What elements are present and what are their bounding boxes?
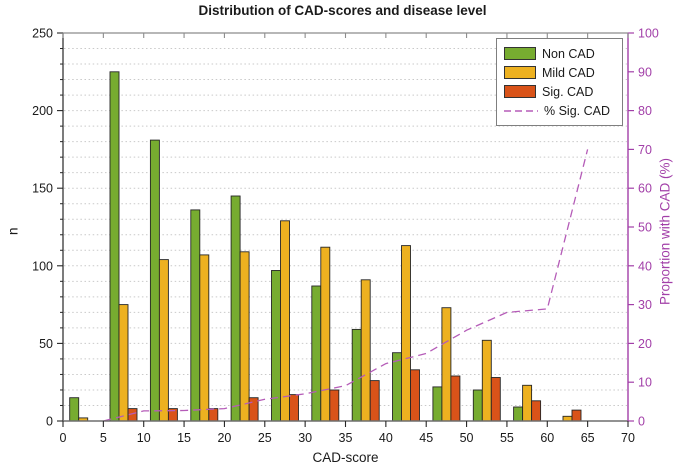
y-tick-label-left: 50 xyxy=(39,337,53,351)
x-tick-label: 30 xyxy=(298,431,312,445)
x-tick-label: 15 xyxy=(177,431,191,445)
bar-sig-cad xyxy=(571,409,582,422)
x-tick-label: 50 xyxy=(460,431,474,445)
legend-label: Non CAD xyxy=(542,46,595,61)
x-tick-label: 35 xyxy=(339,431,353,445)
bar-non-cad xyxy=(190,209,201,422)
x-tick-label: 10 xyxy=(137,431,151,445)
bar-mild-cad xyxy=(441,307,452,422)
bar-sig-cad xyxy=(208,408,219,422)
bar-sig-cad xyxy=(248,397,259,422)
bar-non-cad xyxy=(392,352,402,422)
bar-non-cad xyxy=(311,285,322,422)
y-tick-label-right: 10 xyxy=(638,376,652,390)
y-tick-label-left: 200 xyxy=(32,104,53,118)
legend-label: Mild CAD xyxy=(542,65,595,80)
bar-sig-cad xyxy=(410,369,420,422)
y-tick-label-right: 90 xyxy=(638,65,652,79)
y-tick-label-right: 100 xyxy=(638,27,659,41)
bar-mild-cad xyxy=(562,415,573,422)
bar-mild-cad xyxy=(320,246,331,422)
bar-mild-cad xyxy=(360,279,371,422)
bar-mild-cad xyxy=(118,304,129,422)
bar-non-cad xyxy=(109,71,120,422)
x-axis-label: CAD-score xyxy=(312,450,379,465)
x-tick-label: 65 xyxy=(581,431,595,445)
legend-swatch xyxy=(504,66,536,79)
y-tick-label-left: 250 xyxy=(32,27,53,41)
x-tick-label: 0 xyxy=(60,431,67,445)
y-tick-label-right: 70 xyxy=(638,143,652,157)
x-tick-label: 55 xyxy=(500,431,514,445)
bar-sig-cad xyxy=(490,377,501,422)
x-tick-label: 5 xyxy=(100,431,107,445)
y-tick-label-left: 150 xyxy=(32,182,53,196)
x-tick-label: 70 xyxy=(621,431,635,445)
x-tick-label: 60 xyxy=(540,431,554,445)
y-tick-label-right: 30 xyxy=(638,298,652,312)
y-tick-label-right: 60 xyxy=(638,182,652,196)
legend-swatch xyxy=(504,85,536,98)
legend-item: Sig. CAD xyxy=(504,82,615,101)
bar-non-cad xyxy=(351,328,362,422)
y-tick-label-right: 50 xyxy=(638,221,652,235)
pct-sig-cad-line xyxy=(103,149,589,422)
bar-non-cad xyxy=(513,406,524,422)
bar-mild-cad xyxy=(199,254,210,422)
bar-sig-cad xyxy=(369,380,380,422)
x-tick-label: 40 xyxy=(379,431,393,445)
chart-title: Distribution of CAD-scores and disease l… xyxy=(198,3,487,18)
bar-mild-cad xyxy=(401,245,411,422)
legend-label: % Sig. CAD xyxy=(544,103,610,118)
y-tick-label-right: 0 xyxy=(638,415,645,429)
legend: Non CAD Mild CAD Sig. CAD % Sig. CAD xyxy=(496,38,623,126)
legend-label: Sig. CAD xyxy=(542,84,594,99)
bar-non-cad xyxy=(69,397,80,422)
bar-mild-cad xyxy=(522,384,533,422)
y-tick-label-left: 0 xyxy=(46,415,53,429)
legend-item: Non CAD xyxy=(504,44,615,63)
bar-sig-cad xyxy=(329,389,340,422)
bar-sig-cad xyxy=(450,375,461,422)
legend-item: % Sig. CAD xyxy=(504,101,615,120)
legend-dashed-line-sample xyxy=(504,109,538,112)
bar-sig-cad xyxy=(531,400,542,422)
bar-mild-cad xyxy=(239,251,250,422)
bar-mild-cad xyxy=(481,339,492,422)
y-axis-label-right: Proportion with CAD (%) xyxy=(657,157,673,305)
bar-mild-cad xyxy=(280,220,290,422)
y-tick-label-right: 20 xyxy=(638,337,652,351)
legend-swatch xyxy=(504,47,536,60)
bar-non-cad xyxy=(472,389,483,422)
bar-non-cad xyxy=(230,195,241,422)
y-tick-label-right: 40 xyxy=(638,259,652,273)
bar-sig-cad xyxy=(289,394,299,422)
y-axis-label-left: n xyxy=(5,227,21,235)
bar-non-cad xyxy=(149,139,160,422)
y-tick-label-right: 80 xyxy=(638,104,652,118)
bar-mild-cad xyxy=(158,259,169,422)
y-tick-label-left: 100 xyxy=(32,259,53,273)
x-tick-label: 25 xyxy=(258,431,272,445)
x-tick-label: 20 xyxy=(217,431,231,445)
legend-item: Mild CAD xyxy=(504,63,615,82)
x-tick-label: 45 xyxy=(419,431,433,445)
bar-non-cad xyxy=(432,386,443,422)
